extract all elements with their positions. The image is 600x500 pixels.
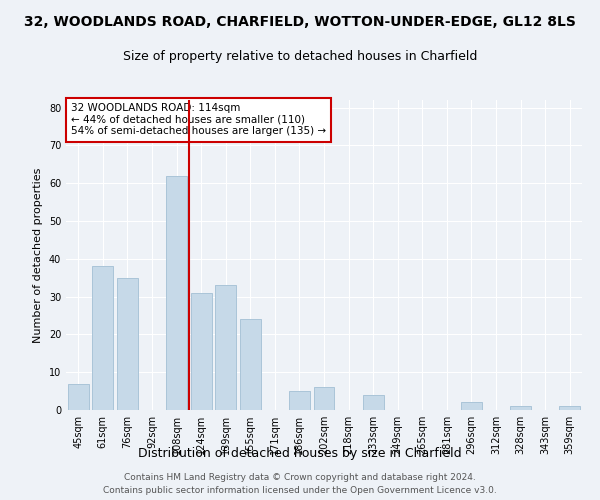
Bar: [362, 395, 383, 410]
Text: Distribution of detached houses by size in Charfield: Distribution of detached houses by size …: [138, 448, 462, 460]
Text: 32 WOODLANDS ROAD: 114sqm
← 44% of detached houses are smaller (110)
54% of semi: 32 WOODLANDS ROAD: 114sqm ← 44% of detac…: [71, 103, 326, 136]
Bar: [510, 406, 531, 410]
Bar: [92, 266, 113, 410]
Bar: [461, 402, 482, 410]
Bar: [117, 278, 138, 410]
Bar: [314, 388, 334, 410]
Text: Size of property relative to detached houses in Charfield: Size of property relative to detached ho…: [123, 50, 477, 63]
Text: Contains HM Land Registry data © Crown copyright and database right 2024.
Contai: Contains HM Land Registry data © Crown c…: [103, 473, 497, 495]
Y-axis label: Number of detached properties: Number of detached properties: [33, 168, 43, 342]
Bar: [191, 293, 212, 410]
Bar: [559, 406, 580, 410]
Text: 32, WOODLANDS ROAD, CHARFIELD, WOTTON-UNDER-EDGE, GL12 8LS: 32, WOODLANDS ROAD, CHARFIELD, WOTTON-UN…: [24, 15, 576, 29]
Bar: [289, 391, 310, 410]
Bar: [166, 176, 187, 410]
Bar: [68, 384, 89, 410]
Bar: [240, 320, 261, 410]
Bar: [215, 285, 236, 410]
